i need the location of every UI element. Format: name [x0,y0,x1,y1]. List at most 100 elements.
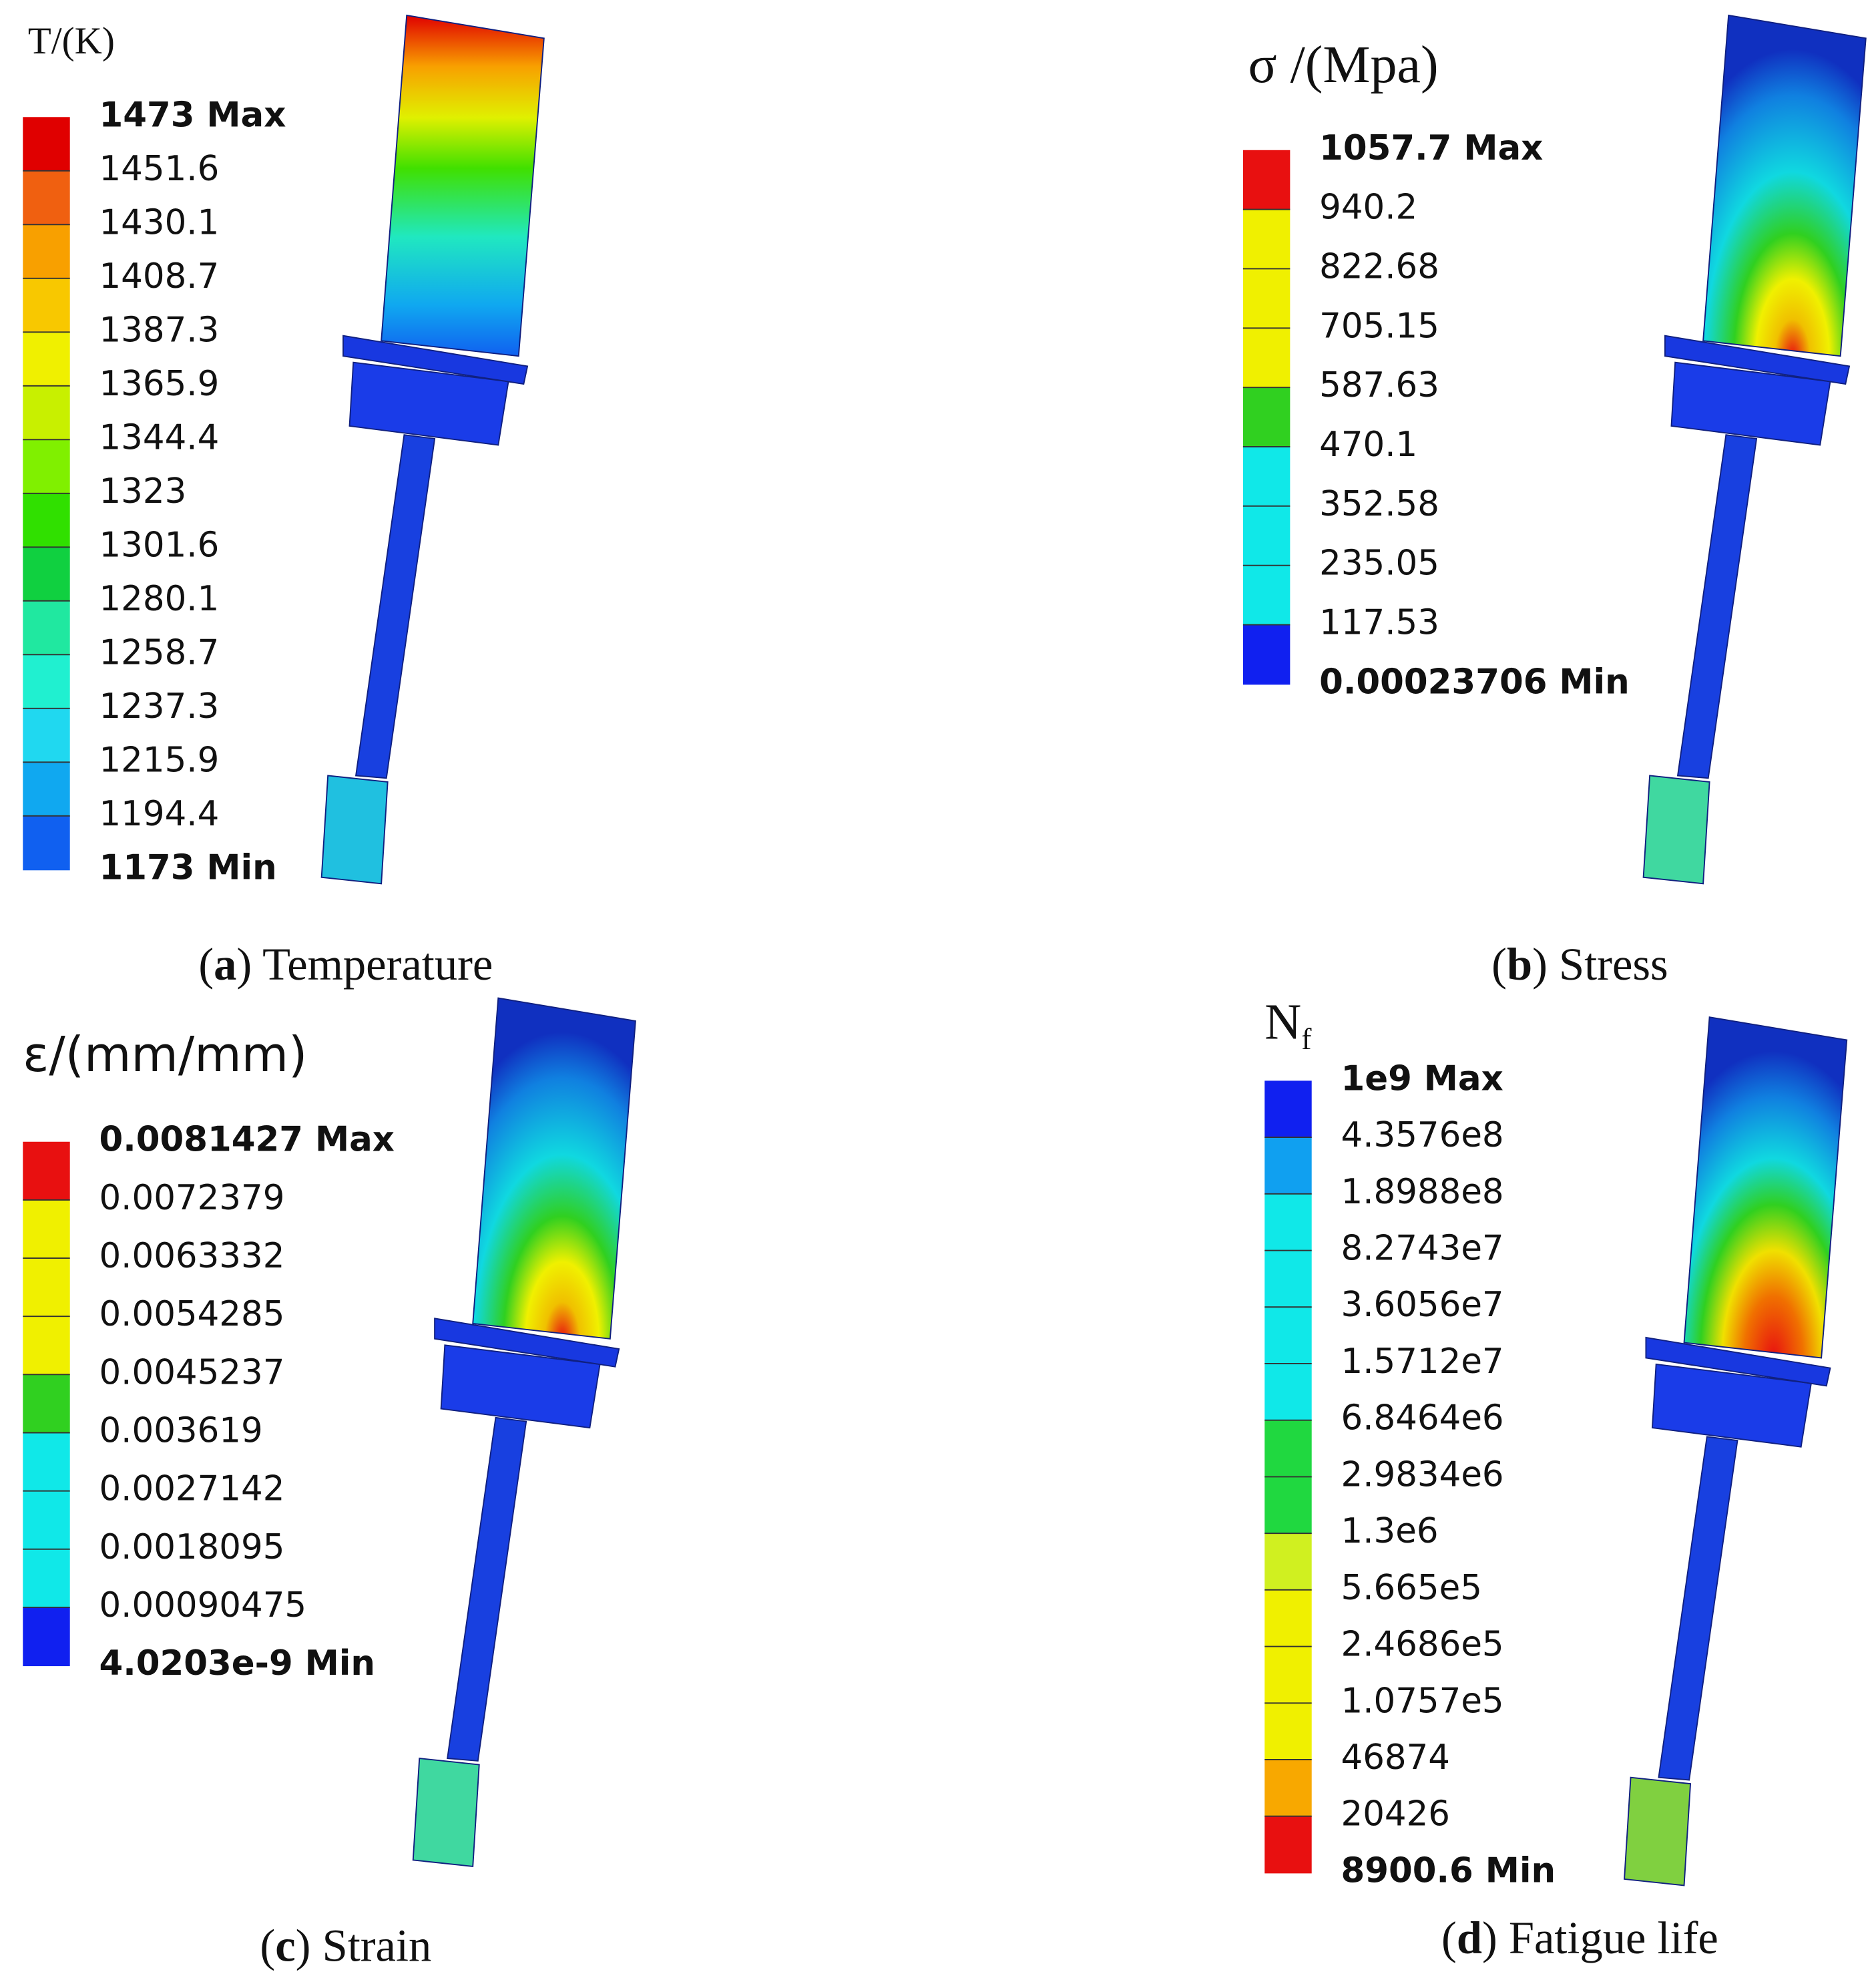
caption-part: ( [260,1920,275,1971]
legend-swatch [1242,209,1291,270]
legend-swatch [1264,1759,1312,1817]
panel: T/(K) 1473 Max 1451.6 1430.1 1408.7 1387.3 136… [23,14,545,990]
legend-label: 5.665e5 [1341,1568,1482,1608]
legend-label: 1.8988e8 [1341,1172,1504,1212]
legend-title: T/(K) [28,20,115,62]
legend-swatch [1264,1533,1312,1591]
panel: Nf 1e9 Max 4.3576e8 1.8988e8 8.2743e7 3.6056e… [1264,994,1848,1963]
caption-part: ) Strain [296,1920,432,1971]
legend-title-text: ε/(mm/mm) [23,1027,307,1083]
legend-label: 20426 [1341,1794,1450,1834]
legend-label: 0.00090475 [99,1585,306,1625]
legend-label: 705.15 [1319,306,1439,346]
legend-swatch [23,600,70,656]
blade-root [1624,1776,1692,1886]
legend-title-text: T/(K) [28,20,115,62]
legend-label: 0.0072379 [99,1178,284,1218]
legend-swatch [1264,1476,1312,1535]
legend-swatch [1264,1816,1312,1874]
caption-part: ) Temperature [236,939,493,990]
legend-swatch [23,385,70,441]
legend-swatch [1242,506,1291,566]
legend-swatch [23,1432,70,1492]
blade-airfoil [472,997,636,1340]
legend-label: 1365.9 [99,364,219,404]
legend-label: 8.2743e7 [1341,1229,1504,1269]
legend-label: 1.5712e7 [1341,1342,1504,1382]
legend-swatch [1264,1703,1312,1760]
blade-platform [434,1318,620,1368]
caption-part: ( [1441,1913,1457,1963]
caption-part: b [1507,939,1532,990]
legend-label: 46874 [1341,1738,1450,1778]
legend-label: 1237.3 [99,686,219,727]
legend-swatch [23,815,70,871]
legend-swatch [23,170,70,226]
legend-label: 352.58 [1319,484,1439,524]
panel: σ /(Mpa) 1057.7 Max 940.2 822.68 705.15 587.6… [1242,14,1867,990]
legend-swatch [23,117,70,172]
caption-part: ) Fatigue life [1482,1913,1718,1963]
legend-swatch [23,278,70,333]
legend-title: σ /(Mpa) [1248,35,1439,94]
legend-label: 1344.4 [99,417,219,457]
legend-swatch [1264,1080,1312,1139]
legend-label: 0.0027142 [99,1469,284,1509]
caption: (c) Strain [260,1920,431,1971]
legend-label: 1057.7 Max [1319,128,1543,168]
legend-label: 235.05 [1319,544,1439,584]
legend-swatch [23,1316,70,1376]
blade-shank [1670,361,1831,446]
legend-label: 1473 Max [99,95,286,135]
blade-airfoil [1683,1016,1848,1359]
legend-label: 1323 [99,471,186,512]
caption-part: c [275,1920,295,1971]
blade-neck [355,434,436,779]
legend-swatch [1264,1363,1312,1421]
legend-label: 1430.1 [99,202,219,242]
blade-root [412,1758,480,1867]
legend-title: Nf [1264,994,1312,1056]
legend-swatch [1264,1420,1312,1478]
legend-swatch [23,1607,70,1667]
legend-label: 822.68 [1319,246,1439,286]
caption-part: ( [1491,939,1507,990]
legend-swatch [23,224,70,279]
legend-swatch [23,1549,70,1608]
legend-label: 3.6056e7 [1341,1285,1504,1325]
legend-swatch [23,1491,70,1550]
legend-label: 1408.7 [99,256,219,296]
legend-label: 1387.3 [99,310,219,350]
legend-swatch [23,654,70,709]
legend-label: 1.3e6 [1341,1511,1439,1551]
legend-label: 1215.9 [99,740,219,780]
legend-swatch [1264,1646,1312,1704]
legend-label: 2.9834e6 [1341,1454,1504,1495]
blade-neck [447,1416,527,1762]
legend-swatch [23,1199,70,1259]
legend-title-text: σ /(Mpa) [1248,35,1439,94]
blade-root [1642,775,1710,885]
legend-label: 4.3576e8 [1341,1115,1504,1155]
legend-label: 2.4686e5 [1341,1625,1504,1665]
legend-swatch [23,547,70,602]
caption-part: ( [198,939,214,990]
legend-label: 0.0018095 [99,1527,284,1567]
legend-swatch [23,493,70,548]
blade-platform [1645,1336,1831,1387]
legend-swatch [23,762,70,817]
legend-title-text: N [1264,994,1301,1050]
legend-label: 117.53 [1319,603,1439,643]
caption: (a) Temperature [198,939,493,990]
caption-part: d [1457,1913,1482,1963]
blade-airfoil [1702,14,1867,357]
legend-label: 470.1 [1319,425,1417,465]
legend-label: 1258.7 [99,632,219,672]
legend-swatch [1264,1250,1312,1308]
caption-part: a [214,939,236,990]
legend-label: 1194.4 [99,794,219,834]
legend-label: 0.00023706 Min [1319,662,1630,702]
blade-neck [1676,434,1758,779]
